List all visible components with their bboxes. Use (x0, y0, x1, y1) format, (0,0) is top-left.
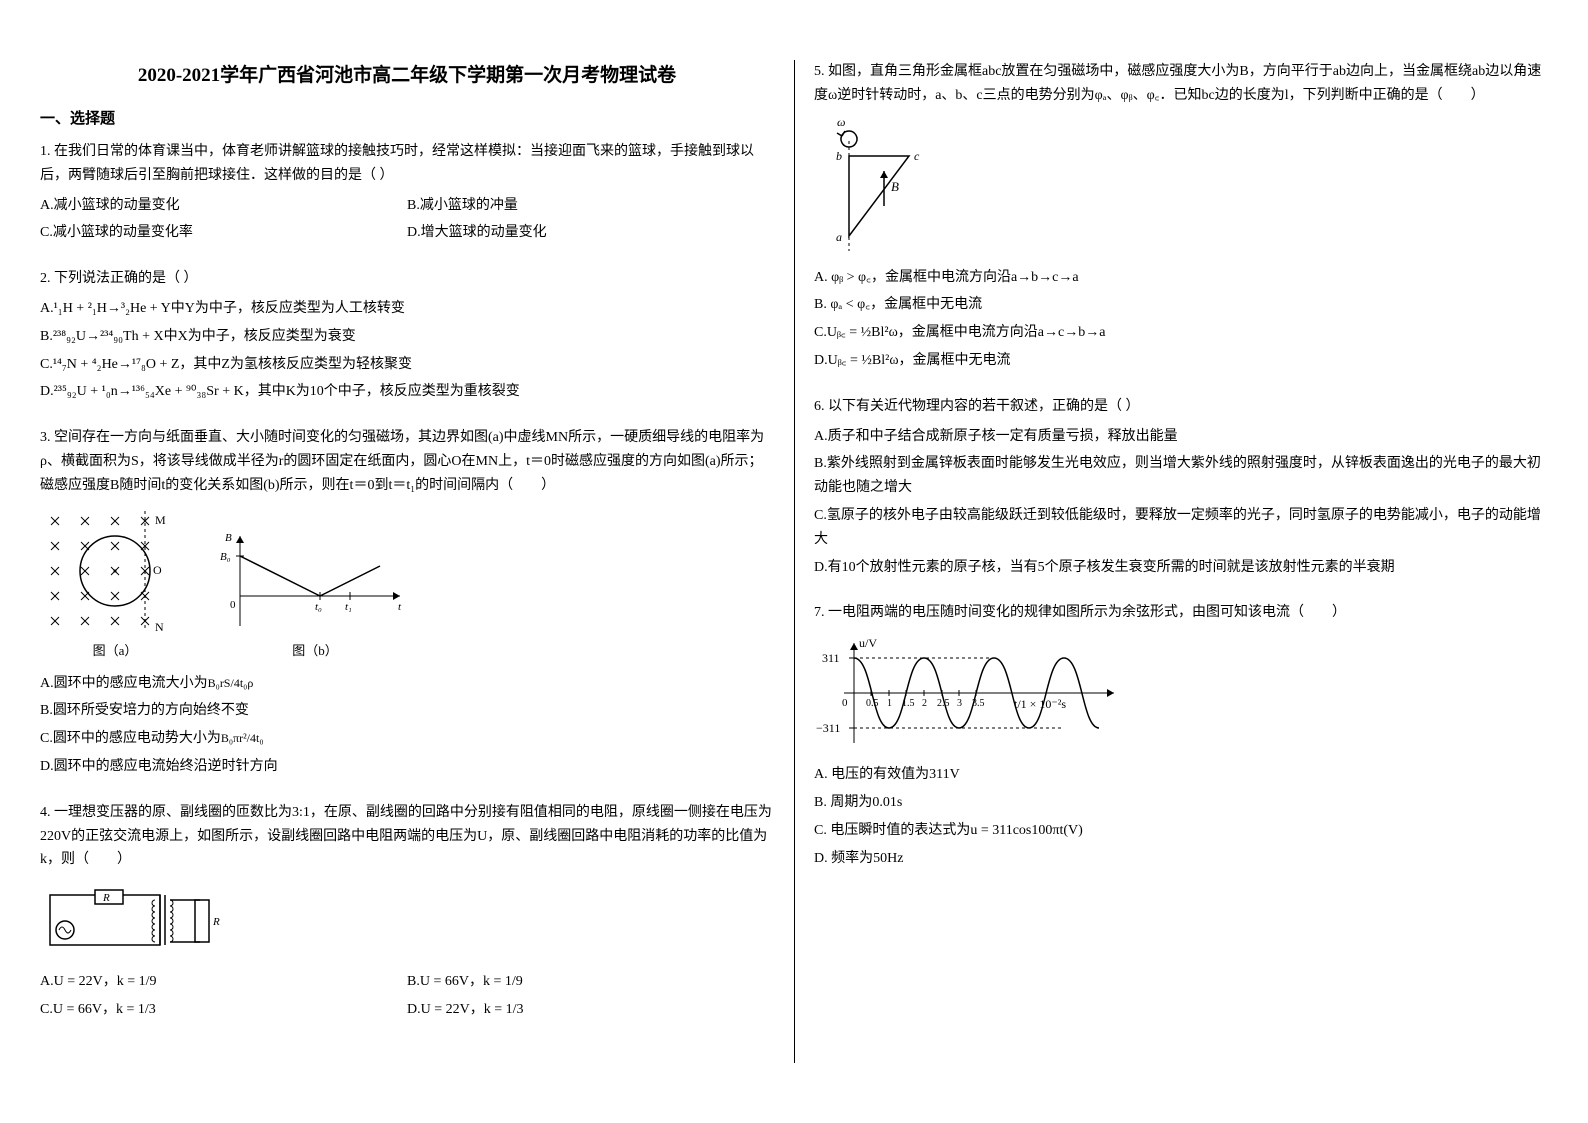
b-t-graph: B₀ B 0 t₀ t₁ t (220, 526, 410, 636)
svg-text:3: 3 (957, 698, 962, 709)
question-stem: 5. 如图，直角三角形金属框abc放置在匀强磁场中，磁感应强度大小为B，方向平行… (814, 60, 1548, 108)
options: A.U = 22V，k = 1/9 B.U = 66V，k = 1/9 C.U … (40, 968, 774, 1024)
option-b: B.紫外线照射到金属锌板表面时能够发生光电效应，则当增大紫外线的照射强度时，从锌… (814, 450, 1548, 502)
svg-text:t/1 × 10⁻²s: t/1 × 10⁻²s (1014, 697, 1066, 711)
figure-q7: u/V 311 −311 0 0.5 1 1.5 2 2.5 3 3.5 (814, 633, 1548, 753)
options: A.¹₁H + ²₁H→³₂He + Y中Y为中子，核反应类型为人工核转变 B.… (40, 295, 774, 406)
figure-q5: ω b c a B (814, 116, 1548, 256)
question-6: 6. 以下有关近代物理内容的若干叙述，正确的是（ ） A.质子和中子结合成新原子… (814, 395, 1548, 582)
options: A. φᵦ > φ꜀，金属框中电流方向沿a→b→c→a B. φₐ < φ꜀，金… (814, 264, 1548, 375)
svg-text:B₀: B₀ (220, 551, 231, 563)
option-c: C.氢原子的核外电子由较高能级跃迁到较低能级时，要释放一定频率的光子，同时氢原子… (814, 502, 1548, 554)
option-a: A.减小篮球的动量变化 (40, 192, 407, 220)
svg-text:B: B (891, 179, 899, 194)
question-stem: 1. 在我们日常的体育课当中，体育老师讲解篮球的接触技巧时，经常这样模拟：当接迎… (40, 140, 774, 188)
svg-text:t₁: t₁ (345, 601, 352, 613)
option-b: B.²³⁸₉₂U→²³⁴₉₀Th + X中X为中子，核反应类型为衰变 (40, 323, 774, 351)
option-b: B.减小篮球的冲量 (407, 192, 774, 220)
option-a: A.圆环中的感应电流大小为B₀rS/4t₀ρ (40, 670, 774, 698)
svg-text:R: R (212, 916, 220, 928)
question-stem: 2. 下列说法正确的是（ ） (40, 267, 774, 291)
svg-text:u/V: u/V (859, 636, 877, 650)
exam-title: 2020-2021学年广西省河池市高二年级下学期第一次月考物理试卷 (40, 60, 774, 87)
question-stem: 4. 一理想变压器的原、副线圈的匝数比为3:1，在原、副线圈的回路中分别接有阻值… (40, 801, 774, 872)
magnetic-field-diagram: M N O (40, 506, 190, 636)
options: A.圆环中的感应电流大小为B₀rS/4t₀ρ B.圆环所受安培力的方向始终不变 … (40, 670, 774, 781)
svg-text:M: M (155, 513, 166, 527)
option-c: C. 电压瞬时值的表达式为u = 311cos100πt(V) (814, 817, 1548, 845)
question-stem: 3. 空间存在一方向与纸面垂直、大小随时间变化的匀强磁场，其边界如图(a)中虚线… (40, 426, 774, 497)
option-d: D.²³⁵₉₂U + ¹₀n→¹³⁶₅₄Xe + ⁹⁰₃₈Sr + K，其中K为… (40, 378, 774, 406)
svg-text:2: 2 (922, 698, 927, 709)
svg-text:311: 311 (822, 651, 840, 665)
question-7: 7. 一电阻两端的电压随时间变化的规律如图所示为余弦形式，由图可知该电流（ ） … (814, 601, 1548, 872)
svg-text:c: c (914, 149, 920, 163)
question-4: 4. 一理想变压器的原、副线圈的匝数比为3:1，在原、副线圈的回路中分别接有阻值… (40, 801, 774, 1024)
svg-text:1.5: 1.5 (902, 698, 915, 709)
option-a: A.质子和中子结合成新原子核一定有质量亏损，释放出能量 (814, 423, 1548, 451)
section-header: 一、选择题 (40, 107, 774, 128)
svg-text:ω: ω (837, 116, 845, 129)
option-d: D.有10个放射性元素的原子核，当有5个原子核发生衰变所需的时间就是该放射性元素… (814, 554, 1548, 582)
svg-text:O: O (153, 563, 162, 577)
svg-text:t: t (398, 601, 402, 613)
option-c: C.减小篮球的动量变化率 (40, 219, 407, 247)
svg-text:2.5: 2.5 (937, 698, 950, 709)
question-2: 2. 下列说法正确的是（ ） A.¹₁H + ²₁H→³₂He + Y中Y为中子… (40, 267, 774, 406)
option-b: B. φₐ < φ꜀，金属框中无电流 (814, 291, 1548, 319)
svg-text:0.5: 0.5 (866, 698, 879, 709)
cosine-wave: u/V 311 −311 0 0.5 1 1.5 2 2.5 3 3.5 (814, 633, 1134, 753)
svg-text:0: 0 (230, 599, 236, 611)
figure-q4: R R (40, 880, 774, 960)
option-d: D. 频率为50Hz (814, 845, 1548, 873)
question-5: 5. 如图，直角三角形金属框abc放置在匀强磁场中，磁感应强度大小为B，方向平行… (814, 60, 1548, 375)
option-a: A. φᵦ > φ꜀，金属框中电流方向沿a→b→c→a (814, 264, 1548, 292)
options: A.减小篮球的动量变化 B.减小篮球的冲量 C.减小篮球的动量变化率 D.增大篮… (40, 192, 774, 248)
option-a: A.U = 22V，k = 1/9 (40, 968, 407, 996)
svg-text:R: R (102, 892, 110, 904)
option-d: D.圆环中的感应电流始终沿逆时针方向 (40, 753, 774, 781)
exam-page: 2020-2021学年广西省河池市高二年级下学期第一次月考物理试卷 一、选择题 … (40, 60, 1548, 1063)
figure-a: M N O 图（a） (40, 506, 190, 662)
option-c: C.¹⁴₇N + ⁴₂He→¹⁷₈O + Z，其中Z为氢核核反应类型为轻核聚变 (40, 351, 774, 379)
option-d: D.U = 22V，k = 1/3 (407, 996, 774, 1024)
triangle-frame: ω b c a B (814, 116, 954, 256)
question-stem: 7. 一电阻两端的电压随时间变化的规律如图所示为余弦形式，由图可知该电流（ ） (814, 601, 1548, 625)
question-3: 3. 空间存在一方向与纸面垂直、大小随时间变化的匀强磁场，其边界如图(a)中虚线… (40, 426, 774, 781)
figure-b: B₀ B 0 t₀ t₁ t 图（b） (220, 526, 410, 662)
option-d: D.Uᵦ꜀ = ½Bl²ω，金属框中无电流 (814, 347, 1548, 375)
figure-label-a: 图（a） (40, 640, 190, 662)
svg-text:0: 0 (842, 697, 848, 709)
svg-text:t₀: t₀ (315, 601, 322, 613)
options: A.质子和中子结合成新原子核一定有质量亏损，释放出能量 B.紫外线照射到金属锌板… (814, 423, 1548, 582)
svg-text:−311: −311 (816, 721, 840, 735)
question-stem: 6. 以下有关近代物理内容的若干叙述，正确的是（ ） (814, 395, 1548, 419)
option-c: C.Uᵦ꜀ = ½Bl²ω，金属框中电流方向沿a→c→b→a (814, 319, 1548, 347)
svg-text:3.5: 3.5 (972, 698, 985, 709)
options: A. 电压的有效值为311V B. 周期为0.01s C. 电压瞬时值的表达式为… (814, 761, 1548, 872)
svg-text:B: B (225, 532, 232, 544)
svg-text:a: a (836, 230, 842, 244)
option-c: C.U = 66V，k = 1/3 (40, 996, 407, 1024)
transformer-circuit: R R (40, 880, 240, 960)
option-b: B.圆环所受安培力的方向始终不变 (40, 697, 774, 725)
question-1: 1. 在我们日常的体育课当中，体育老师讲解篮球的接触技巧时，经常这样模拟：当接迎… (40, 140, 774, 247)
option-b: B. 周期为0.01s (814, 789, 1548, 817)
option-a: A. 电压的有效值为311V (814, 761, 1548, 789)
svg-text:b: b (836, 149, 842, 163)
figure-label-b: 图（b） (220, 640, 410, 662)
option-c: C.圆环中的感应电动势大小为B₀πr²/4t₀ (40, 725, 774, 753)
svg-text:N: N (155, 620, 164, 634)
option-b: B.U = 66V，k = 1/9 (407, 968, 774, 996)
figure-q3: M N O 图（a） B₀ B 0 (40, 506, 774, 662)
option-a: A.¹₁H + ²₁H→³₂He + Y中Y为中子，核反应类型为人工核转变 (40, 295, 774, 323)
svg-text:1: 1 (887, 698, 892, 709)
option-d: D.增大篮球的动量变化 (407, 219, 774, 247)
